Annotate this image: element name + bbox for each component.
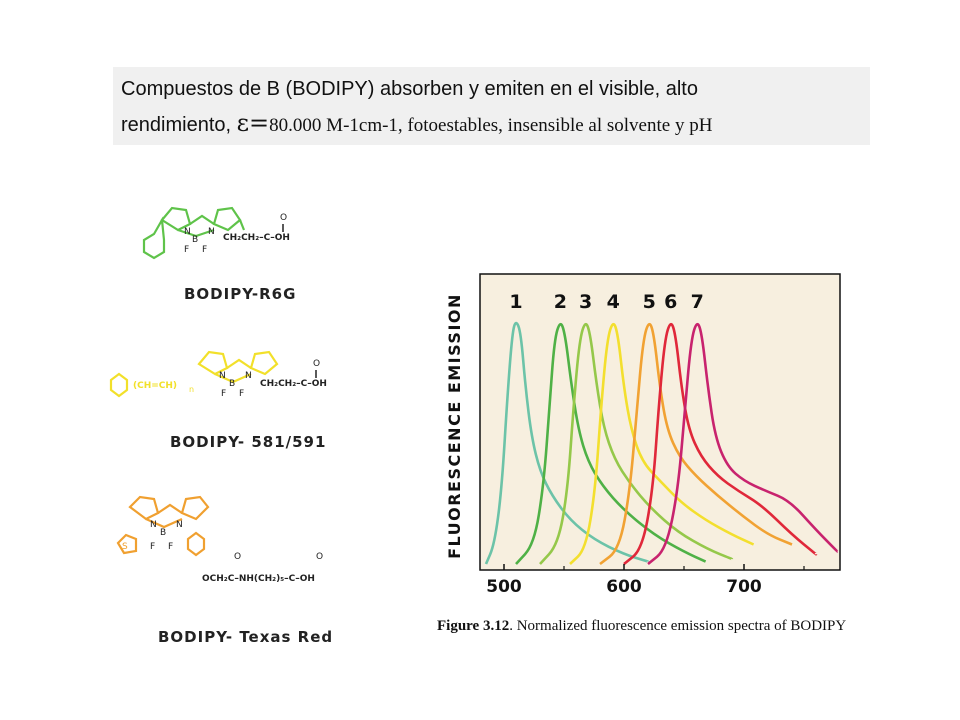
series-line-4 — [569, 322, 755, 565]
figure-caption: Figure 3.12. Normalized fluorescence emi… — [437, 617, 877, 645]
svg-text:B: B — [160, 528, 166, 538]
svg-text:F: F — [168, 542, 173, 552]
s581-drawing — [109, 350, 279, 398]
structure-texas-red: NBN F F S OCH₂C–NH(CH₂)₅–C–OH O O — [116, 495, 323, 584]
svg-text:CH₂CH₂–C–OH: CH₂CH₂–C–OH — [223, 233, 290, 243]
texas-red-drawing — [116, 495, 210, 557]
x-tick-label-600: 600 — [606, 577, 642, 597]
epsilon-symbol: ε= — [236, 109, 270, 137]
svg-text:N: N — [184, 227, 191, 237]
series-label-5: 5 — [643, 291, 656, 313]
series-line-7 — [647, 322, 839, 566]
header-box: Compuestos de B (BODIPY) absorben y emit… — [113, 67, 870, 145]
plot-background — [480, 274, 840, 570]
series-label-7: 7 — [691, 291, 704, 313]
s581-atoms: (CH=CH) n NBN F F CH₂CH₂–C–OH O — [133, 359, 327, 399]
series-label-4: 4 — [607, 291, 620, 313]
series-line-3 — [539, 322, 734, 565]
svg-text:(CH=CH): (CH=CH) — [133, 381, 177, 391]
svg-text:F: F — [184, 245, 189, 255]
svg-text:F: F — [150, 542, 155, 552]
svg-text:B: B — [192, 235, 198, 245]
x-tick-label-700: 700 — [726, 577, 762, 597]
structure-label-texas-red: BODIPY- Texas Red — [158, 628, 334, 646]
structure-r6g: NBN F F CH₂CH₂–C–OH O — [142, 206, 290, 260]
caption-text: . Normalized fluorescence emission spect… — [509, 618, 847, 634]
series-line-6 — [623, 322, 818, 566]
series-line-1 — [484, 321, 649, 565]
svg-text:B: B — [229, 379, 235, 389]
svg-text:N: N — [150, 520, 157, 530]
svg-text:CH₂CH₂–C–OH: CH₂CH₂–C–OH — [260, 379, 327, 389]
svg-text:N: N — [219, 371, 226, 381]
series-line-5 — [599, 322, 793, 566]
svg-text:n: n — [189, 385, 194, 394]
r6g-atoms: NBN F F CH₂CH₂–C–OH O — [184, 213, 290, 255]
plot-frame — [479, 273, 841, 571]
y-axis-label: FLUORESCENCE EMISSION — [445, 293, 464, 559]
svg-text:N: N — [208, 227, 215, 237]
svg-text:O: O — [313, 359, 320, 369]
svg-text:OCH₂C–NH(CH₂)₅–C–OH: OCH₂C–NH(CH₂)₅–C–OH — [202, 574, 315, 584]
r6g-drawing — [142, 206, 246, 260]
series-label-1: 1 — [509, 291, 522, 313]
structure-581: (CH=CH) n NBN F F CH₂CH₂–C–OH O — [109, 350, 327, 399]
texas-red-atoms: NBN F F S OCH₂C–NH(CH₂)₅–C–OH O O — [122, 520, 323, 584]
x-axis-ticks: 500 600 700 — [486, 564, 805, 597]
series-line-2 — [515, 322, 707, 565]
svg-text:O: O — [280, 213, 287, 223]
svg-text:N: N — [245, 371, 252, 381]
header-line-2-serif: 80.000 M-1cm-1, fotoestables, insensible… — [269, 115, 713, 136]
svg-text:S: S — [122, 542, 128, 552]
svg-text:O: O — [316, 552, 323, 562]
svg-text:F: F — [221, 389, 226, 399]
header-line-2-prefix: rendimiento, — [121, 114, 232, 136]
svg-text:F: F — [202, 245, 207, 255]
svg-text:N: N — [176, 520, 183, 530]
series-label-3: 3 — [579, 291, 592, 313]
header-line-1: Compuestos de B (BODIPY) absorben y emit… — [121, 78, 698, 100]
series-label-2: 2 — [554, 291, 567, 313]
structure-label-581: BODIPY- 581/591 — [170, 433, 327, 451]
x-tick-label-500: 500 — [486, 577, 522, 597]
emission-curves — [484, 321, 839, 566]
caption-label: Figure 3.12 — [437, 618, 510, 634]
structure-label-r6g: BODIPY-R6G — [184, 285, 297, 303]
svg-text:O: O — [234, 552, 241, 562]
svg-text:F: F — [239, 389, 244, 399]
header-line-2: rendimiento, ε=80.000 M-1cm-1, fotoestab… — [121, 106, 862, 143]
series-label-6: 6 — [664, 291, 677, 313]
